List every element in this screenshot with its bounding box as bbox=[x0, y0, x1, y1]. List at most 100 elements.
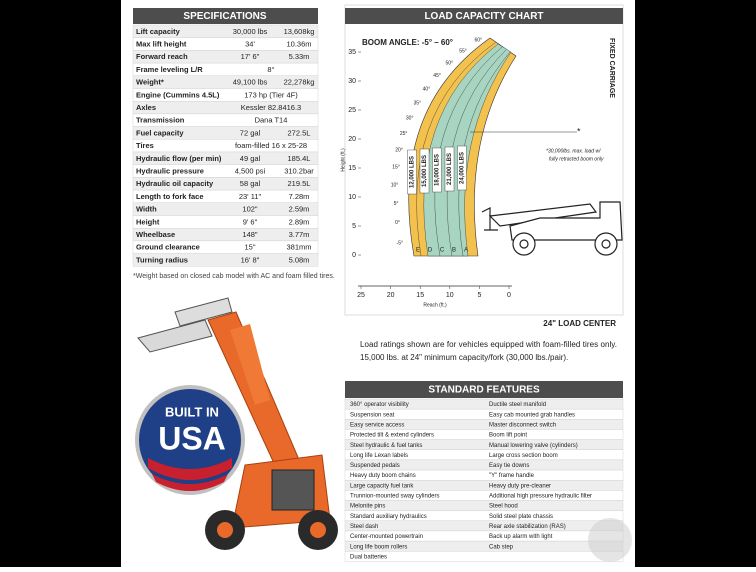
spec-value: 185.4L bbox=[288, 154, 311, 163]
zone-labels: 12,000 LBS 15,000 LBS 18,000 LBS 21,000 LBS… bbox=[407, 145, 467, 195]
spec-label: Axles bbox=[136, 103, 156, 112]
spec-value: 30,000 lbs bbox=[233, 27, 268, 36]
spec-value: 102" bbox=[242, 205, 258, 214]
right-margin bbox=[635, 0, 756, 567]
feature: Steel dash bbox=[350, 524, 378, 530]
section-label: D bbox=[428, 248, 433, 254]
zone-box bbox=[407, 149, 417, 195]
section-label: E bbox=[416, 248, 420, 254]
zone-boundaries bbox=[416, 41, 511, 257]
machine-illustration bbox=[137, 297, 338, 550]
feature: Manual lowering valve (cylinders) bbox=[489, 443, 578, 449]
spec-value: 173 hp (Tier 4F) bbox=[244, 90, 298, 99]
asterisk: * bbox=[577, 126, 581, 136]
spec-value: 3.77m bbox=[289, 230, 310, 239]
features-header bbox=[345, 381, 623, 398]
feature-row bbox=[344, 500, 624, 511]
spec-label: Hydraulic oil capacity bbox=[136, 179, 214, 188]
spec-value: 72 gal bbox=[240, 128, 261, 137]
spec-label: Turning radius bbox=[136, 255, 188, 264]
spec-label: Wheelbase bbox=[136, 230, 175, 239]
feature: Cab step bbox=[489, 544, 514, 550]
zone-box bbox=[419, 148, 430, 194]
feature: Large capacity fuel tank bbox=[350, 483, 414, 489]
feature: Standard auxiliary hydraulics bbox=[350, 514, 427, 520]
spec-value: 49 gal bbox=[240, 154, 261, 163]
x-axis-label: Reach (ft.) bbox=[423, 302, 447, 308]
load-center: 24" LOAD CENTER bbox=[543, 319, 616, 328]
feature: Center-mounted powertrain bbox=[350, 534, 423, 540]
spec-value: 58 gal bbox=[240, 179, 261, 188]
watermark bbox=[588, 518, 632, 562]
spec-value: 310.2bar bbox=[284, 167, 314, 176]
x-tick-label: 15 bbox=[416, 292, 424, 299]
x-tick-label: 0 bbox=[507, 292, 511, 299]
feature: Easy service access bbox=[350, 422, 404, 428]
spec-label: Lift capacity bbox=[136, 27, 181, 36]
usa-badge: BUILT IN USA bbox=[135, 385, 245, 495]
y-axis-label: Height (ft.) bbox=[340, 148, 346, 172]
y-tick-label: 15 bbox=[348, 165, 356, 172]
spec-label: Width bbox=[136, 205, 157, 214]
angle-label: 50° bbox=[445, 60, 453, 66]
spec-label: Forward reach bbox=[136, 52, 188, 61]
feature: Trunnion-mounted sway cylinders bbox=[350, 494, 439, 500]
feature: Steel hydraulic & fuel tanks bbox=[350, 443, 422, 449]
chart-title: LOAD CAPACITY CHART bbox=[424, 11, 543, 22]
y-tick-label: 10 bbox=[348, 194, 356, 201]
angle-label: 5° bbox=[394, 201, 399, 207]
chart-header bbox=[345, 8, 623, 24]
load-note: Load ratings shown are for vehicles equi… bbox=[360, 340, 617, 349]
spec-value: 219.5L bbox=[288, 179, 311, 188]
y-tick-label: 25 bbox=[348, 107, 356, 114]
angle-label: 55° bbox=[459, 48, 467, 54]
specs-header bbox=[133, 8, 318, 24]
zone-box bbox=[432, 147, 442, 193]
chart-note: fully retracted boom only bbox=[549, 156, 604, 162]
spec-value: 2.59m bbox=[289, 205, 310, 214]
angle-label: 60° bbox=[474, 37, 482, 43]
spec-label: Height bbox=[136, 217, 160, 226]
spec-value: 148" bbox=[242, 230, 258, 239]
feature: Suspended pedals bbox=[350, 463, 400, 469]
spec-value: foam-filled 16 x 25-28 bbox=[235, 141, 307, 150]
spec-label: Engine (Cummins 4.5L) bbox=[136, 90, 220, 99]
feature: "Y" frame handle bbox=[489, 473, 535, 479]
spec-label: Transmission bbox=[136, 116, 185, 125]
chart-note: *30,000lbs. max. load w/ bbox=[546, 148, 601, 154]
spec-value: 23' 11" bbox=[239, 192, 262, 201]
spec-value: 381mm bbox=[286, 243, 311, 252]
feature: Solid steel plate chassis bbox=[489, 514, 553, 520]
feature: Dual batteries bbox=[350, 554, 387, 560]
spec-value: 9' 6" bbox=[243, 217, 258, 226]
boom-angle: BOOM ANGLE: -5° – 60° bbox=[362, 38, 453, 47]
spec-value: Kessler 82.8416.3 bbox=[241, 103, 301, 112]
feature: Melonite pins bbox=[350, 504, 385, 510]
angle-label: 0° bbox=[395, 220, 400, 226]
y-tick-label: 0 bbox=[352, 252, 356, 259]
specs-footnote: *Weight based on closed cab model with A… bbox=[133, 273, 335, 280]
angle-label: 15° bbox=[392, 164, 400, 170]
spec-value: 13,608kg bbox=[284, 27, 315, 36]
spec-label: Fuel capacity bbox=[136, 128, 184, 137]
spec-value: 4,500 psi bbox=[235, 167, 266, 176]
section-label: C bbox=[440, 248, 445, 254]
feature: Back up alarm with light bbox=[489, 534, 553, 540]
angle-label: 30° bbox=[406, 115, 414, 121]
angle-label: 40° bbox=[423, 86, 431, 92]
spec-label: Length to fork face bbox=[136, 192, 204, 201]
features-table: 360° operator visibility Ductile steel ma… bbox=[344, 398, 624, 562]
spec-label: Tires bbox=[136, 141, 154, 150]
spec-label: Max lift height bbox=[136, 40, 187, 49]
load-note: 15,000 lbs. at 24" minimum capacity/fork… bbox=[360, 353, 568, 362]
spec-value: 15" bbox=[244, 243, 255, 252]
feature: Heavy duty pre-cleaner bbox=[489, 483, 551, 489]
spec-value: 5.33m bbox=[289, 52, 310, 61]
zone-label: 21,000 LBS bbox=[447, 153, 453, 185]
spec-row bbox=[132, 253, 319, 267]
spec-value: 2.89m bbox=[289, 217, 310, 226]
spec-value: 10.36m bbox=[286, 40, 311, 49]
side-label: FIXED CARRIAGE bbox=[608, 38, 615, 98]
